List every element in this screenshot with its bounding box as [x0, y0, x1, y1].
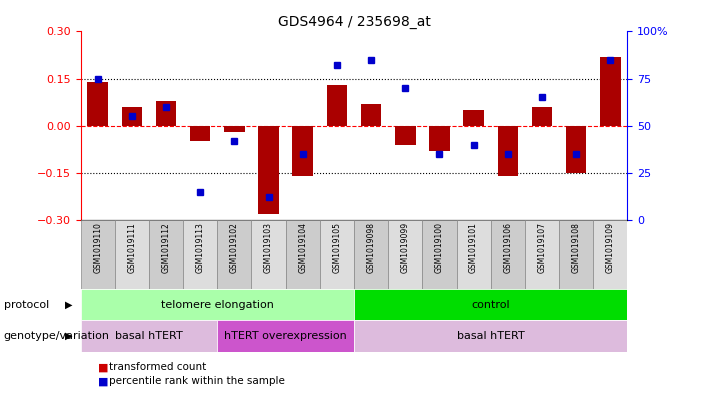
Text: hTERT overexpression: hTERT overexpression [224, 331, 347, 341]
Text: control: control [471, 299, 510, 310]
Bar [491, 220, 525, 289]
Text: GSM1019110: GSM1019110 [93, 222, 102, 273]
Text: GSM1019100: GSM1019100 [435, 222, 444, 273]
Text: GSM1019104: GSM1019104 [298, 222, 307, 273]
Text: GSM1019113: GSM1019113 [196, 222, 205, 273]
Bar [559, 220, 593, 289]
Bar [88, 82, 108, 126]
Text: ▶: ▶ [65, 299, 72, 310]
Text: GSM1019112: GSM1019112 [161, 222, 170, 273]
Bar [498, 126, 518, 176]
Text: basal hTERT: basal hTERT [457, 331, 524, 341]
Text: genotype/variation: genotype/variation [4, 331, 109, 341]
Title: GDS4964 / 235698_at: GDS4964 / 235698_at [278, 15, 430, 29]
Bar [361, 104, 381, 126]
Bar [593, 220, 627, 289]
Bar [156, 101, 176, 126]
Bar [81, 289, 354, 320]
Text: ■: ■ [98, 376, 109, 386]
Text: GSM1019111: GSM1019111 [128, 222, 137, 273]
Text: basal hTERT: basal hTERT [115, 331, 183, 341]
Bar [422, 220, 456, 289]
Bar [292, 126, 313, 176]
Text: percentile rank within the sample: percentile rank within the sample [109, 376, 285, 386]
Text: GSM1019099: GSM1019099 [401, 222, 410, 273]
Text: protocol: protocol [4, 299, 49, 310]
Bar [566, 126, 586, 173]
Bar [600, 57, 620, 126]
Bar [286, 220, 320, 289]
Text: GSM1019108: GSM1019108 [571, 222, 580, 273]
Text: GSM1019098: GSM1019098 [367, 222, 376, 273]
Bar [81, 220, 115, 289]
Bar [258, 126, 279, 214]
Bar [252, 220, 286, 289]
Text: ▶: ▶ [65, 331, 72, 341]
Bar [217, 220, 252, 289]
Text: GSM1019103: GSM1019103 [264, 222, 273, 273]
Bar [81, 320, 217, 352]
Bar [217, 320, 354, 352]
Bar [463, 110, 484, 126]
Bar [320, 220, 354, 289]
Text: GSM1019109: GSM1019109 [606, 222, 615, 273]
Text: telomere elongation: telomere elongation [161, 299, 274, 310]
Bar [190, 126, 210, 141]
Bar [395, 126, 416, 145]
Bar [183, 220, 217, 289]
Text: GSM1019105: GSM1019105 [332, 222, 341, 273]
Bar [354, 220, 388, 289]
Bar [456, 220, 491, 289]
Bar [354, 320, 627, 352]
Text: transformed count: transformed count [109, 362, 206, 373]
Bar [327, 85, 347, 126]
Bar [429, 126, 450, 151]
Bar [531, 107, 552, 126]
Bar [525, 220, 559, 289]
Bar [122, 107, 142, 126]
Text: ■: ■ [98, 362, 109, 373]
Text: GSM1019101: GSM1019101 [469, 222, 478, 273]
Bar [224, 126, 245, 132]
Bar [149, 220, 183, 289]
Bar [354, 289, 627, 320]
Bar [115, 220, 149, 289]
Text: GSM1019102: GSM1019102 [230, 222, 239, 273]
Text: GSM1019107: GSM1019107 [538, 222, 547, 273]
Bar [388, 220, 422, 289]
Text: GSM1019106: GSM1019106 [503, 222, 512, 273]
